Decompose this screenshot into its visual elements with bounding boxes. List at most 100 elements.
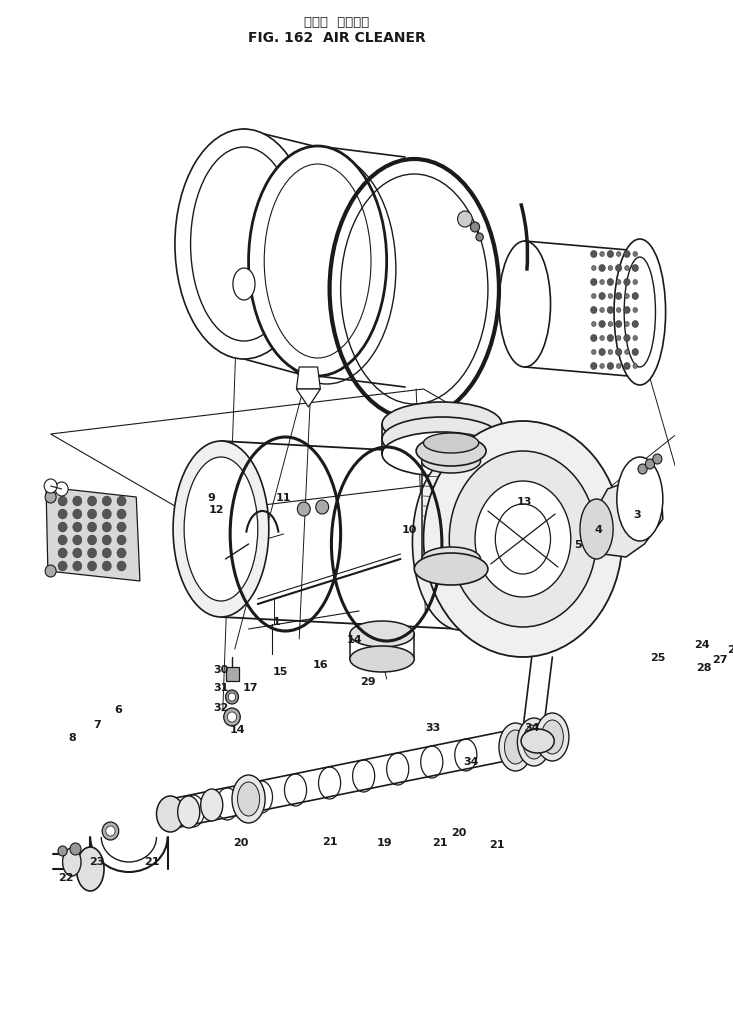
Circle shape [591,363,597,370]
Circle shape [44,480,57,493]
Text: 21: 21 [144,856,160,866]
Ellipse shape [237,783,259,816]
Text: 21: 21 [322,837,337,846]
Circle shape [616,308,621,313]
Circle shape [117,510,126,520]
Text: 20: 20 [234,838,249,847]
Polygon shape [296,389,320,408]
Circle shape [87,548,97,558]
Circle shape [608,351,613,356]
Text: 15: 15 [273,666,289,677]
Text: 28: 28 [696,662,712,673]
Circle shape [73,523,82,533]
Circle shape [632,350,638,357]
Text: 27: 27 [712,654,728,664]
Polygon shape [226,667,240,682]
Text: 20: 20 [451,827,466,838]
Circle shape [58,535,67,545]
Circle shape [625,294,629,300]
Circle shape [87,535,97,545]
Circle shape [600,280,605,285]
Circle shape [592,294,596,300]
Ellipse shape [517,718,550,766]
Circle shape [633,280,638,285]
Ellipse shape [421,547,481,572]
Circle shape [599,321,605,328]
Circle shape [102,523,111,533]
Circle shape [616,321,622,328]
Circle shape [645,460,655,470]
Circle shape [599,293,605,301]
Circle shape [632,293,638,301]
Circle shape [633,336,638,341]
Text: 3: 3 [633,510,641,520]
Circle shape [102,561,111,572]
Circle shape [73,548,82,558]
Text: 14: 14 [229,725,246,735]
Circle shape [616,350,622,357]
Circle shape [600,253,605,257]
Circle shape [624,252,630,258]
Ellipse shape [201,790,223,821]
Ellipse shape [424,422,622,657]
Circle shape [228,693,236,701]
Text: 34: 34 [524,722,540,733]
Text: 11: 11 [276,492,291,502]
Text: 12: 12 [209,504,224,515]
Circle shape [624,307,630,314]
Circle shape [58,561,67,572]
Circle shape [592,351,596,356]
Ellipse shape [62,848,81,876]
Ellipse shape [421,449,481,474]
Ellipse shape [504,731,526,764]
Ellipse shape [616,458,663,541]
Circle shape [616,253,621,257]
Circle shape [316,500,328,515]
Text: 32: 32 [213,702,229,712]
Circle shape [73,535,82,545]
Text: 4: 4 [594,525,603,535]
Ellipse shape [413,454,508,631]
Ellipse shape [382,418,501,462]
Circle shape [58,548,67,558]
Ellipse shape [248,147,387,377]
Circle shape [58,510,67,520]
Circle shape [624,335,630,342]
Text: 10: 10 [402,525,417,535]
Circle shape [607,335,614,342]
Circle shape [117,561,126,572]
Circle shape [607,363,614,370]
Ellipse shape [382,433,501,477]
Ellipse shape [499,723,532,771]
Text: 22: 22 [59,872,74,882]
Ellipse shape [614,239,666,385]
Text: 13: 13 [517,496,532,506]
Circle shape [607,307,614,314]
Circle shape [476,233,483,242]
Ellipse shape [76,847,104,892]
Circle shape [592,266,596,271]
Ellipse shape [501,727,529,762]
Circle shape [616,280,621,285]
Circle shape [55,483,68,496]
Circle shape [70,843,81,855]
Text: 30: 30 [213,664,229,675]
Circle shape [73,561,82,572]
Ellipse shape [542,720,564,754]
Circle shape [633,364,638,369]
Circle shape [102,548,111,558]
Circle shape [624,363,630,370]
Ellipse shape [184,458,258,601]
Circle shape [45,566,56,578]
Ellipse shape [521,730,554,753]
Text: 14: 14 [347,635,362,644]
Text: 21: 21 [490,840,505,849]
Circle shape [591,279,597,286]
Circle shape [87,496,97,506]
Circle shape [632,265,638,272]
Circle shape [117,496,126,506]
Text: 33: 33 [425,722,441,733]
Circle shape [600,336,605,341]
Ellipse shape [173,441,269,618]
Text: 31: 31 [213,683,229,692]
